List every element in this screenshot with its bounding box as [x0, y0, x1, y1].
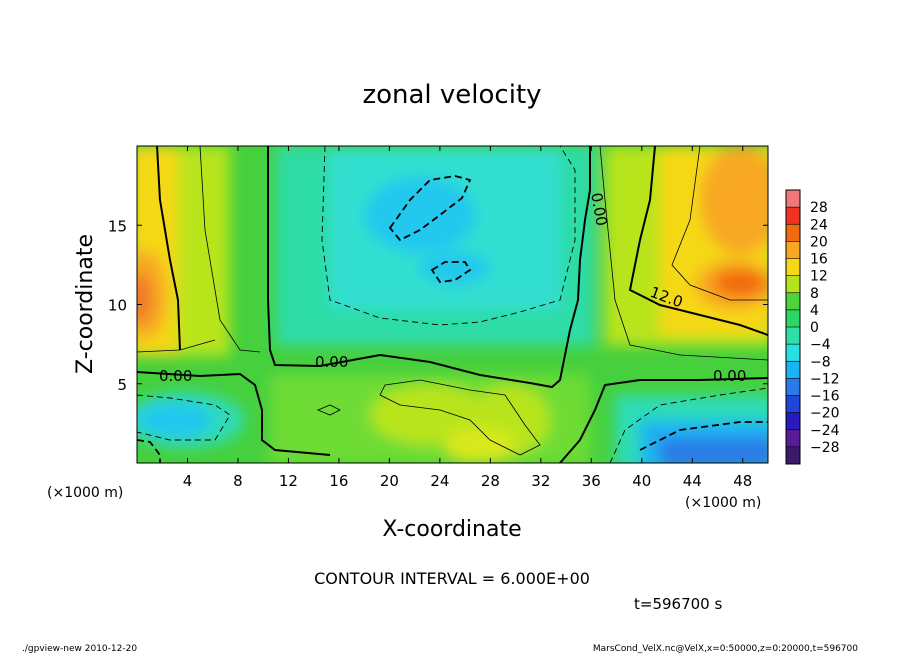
colorbar-swatch	[786, 258, 800, 277]
x-axis-label: X-coordinate	[382, 517, 521, 542]
colorbar-label: −24	[810, 423, 840, 439]
colorbar-label: 8	[810, 286, 819, 302]
x-tick-label: 16	[329, 472, 348, 490]
colorbar-label: −20	[810, 406, 840, 422]
colorbar-label: 28	[810, 200, 828, 216]
x-tick-label: 32	[531, 472, 550, 490]
colorbar-label: −28	[810, 440, 840, 456]
colorbar-label: −16	[810, 389, 840, 405]
colorbar-swatch	[786, 207, 800, 225]
heatmap-field	[137, 146, 768, 463]
x-tick-label: 12	[279, 472, 298, 490]
colorbar-swatch	[786, 327, 800, 345]
colorbar-label: 4	[810, 303, 819, 319]
colorbar-swatch	[786, 361, 800, 379]
colorbar-swatch	[786, 378, 800, 396]
colorbar-label: 20	[810, 234, 828, 250]
y-tick-label: 10	[108, 297, 127, 315]
contour-label: 0.00	[159, 367, 192, 385]
footer-right: MarsCond_VelX.nc@VelX,x=0:50000,z=0:2000…	[593, 644, 858, 654]
x-tick-label: 36	[582, 472, 601, 490]
x-unit-label-left: (×1000 m)	[47, 485, 123, 501]
chart-title: zonal velocity	[362, 80, 541, 110]
colorbar-swatch	[786, 446, 800, 465]
colorbar-label: 0	[810, 320, 819, 336]
colorbar-label: −8	[810, 354, 831, 370]
x-tick-label: 8	[233, 472, 243, 490]
colorbar-swatch	[786, 412, 800, 431]
footer-left: ./gpview-new 2010-12-20	[22, 644, 137, 654]
colorbar-swatch	[786, 309, 800, 328]
colorbar-swatch	[786, 429, 800, 448]
colorbar-label: 24	[810, 217, 828, 233]
colorbar-label: 16	[810, 252, 828, 268]
x-tick-label: 20	[380, 472, 399, 490]
colorbar-label: −12	[810, 371, 840, 387]
colorbar-swatch	[786, 344, 800, 362]
x-tick-label: 44	[683, 472, 702, 490]
contour-label: 0.00	[315, 353, 348, 371]
x-axis: 4 8 12 16 20 24 28 32 36 40 44 48	[183, 146, 752, 490]
colorbar-swatch	[786, 275, 800, 294]
colorbar-swatch	[786, 241, 800, 259]
x-tick-label: 24	[430, 472, 449, 490]
y-tick-label: 5	[117, 376, 127, 394]
colorbar-swatch	[786, 190, 800, 208]
colorbar-swatch	[786, 224, 800, 242]
colorbar-swatch	[786, 292, 800, 311]
x-tick-label: 40	[632, 472, 651, 490]
y-tick-label: 15	[108, 217, 127, 235]
y-axis: 5 10 15	[108, 217, 768, 394]
contour-label-group: 0.00 0.00 0.00 0.00 12.0	[159, 191, 746, 385]
colorbar-swatch	[786, 395, 800, 414]
contour-interval-text: CONTOUR INTERVAL = 6.000E+00	[314, 569, 590, 588]
x-tick-label: 48	[733, 472, 752, 490]
x-unit-label-right: (×1000 m)	[685, 495, 761, 511]
contour-label: 0.00	[713, 367, 746, 385]
contour-lines	[137, 146, 768, 463]
contour-label: 0.00	[587, 191, 611, 227]
x-tick-label: 28	[481, 472, 500, 490]
colorbar-label: −4	[810, 337, 831, 353]
colorbar-label: 12	[810, 269, 828, 285]
y-axis-label: Z-coordinate	[73, 234, 98, 374]
x-tick-label: 4	[183, 472, 193, 490]
time-stamp: t=596700 s	[634, 595, 722, 613]
